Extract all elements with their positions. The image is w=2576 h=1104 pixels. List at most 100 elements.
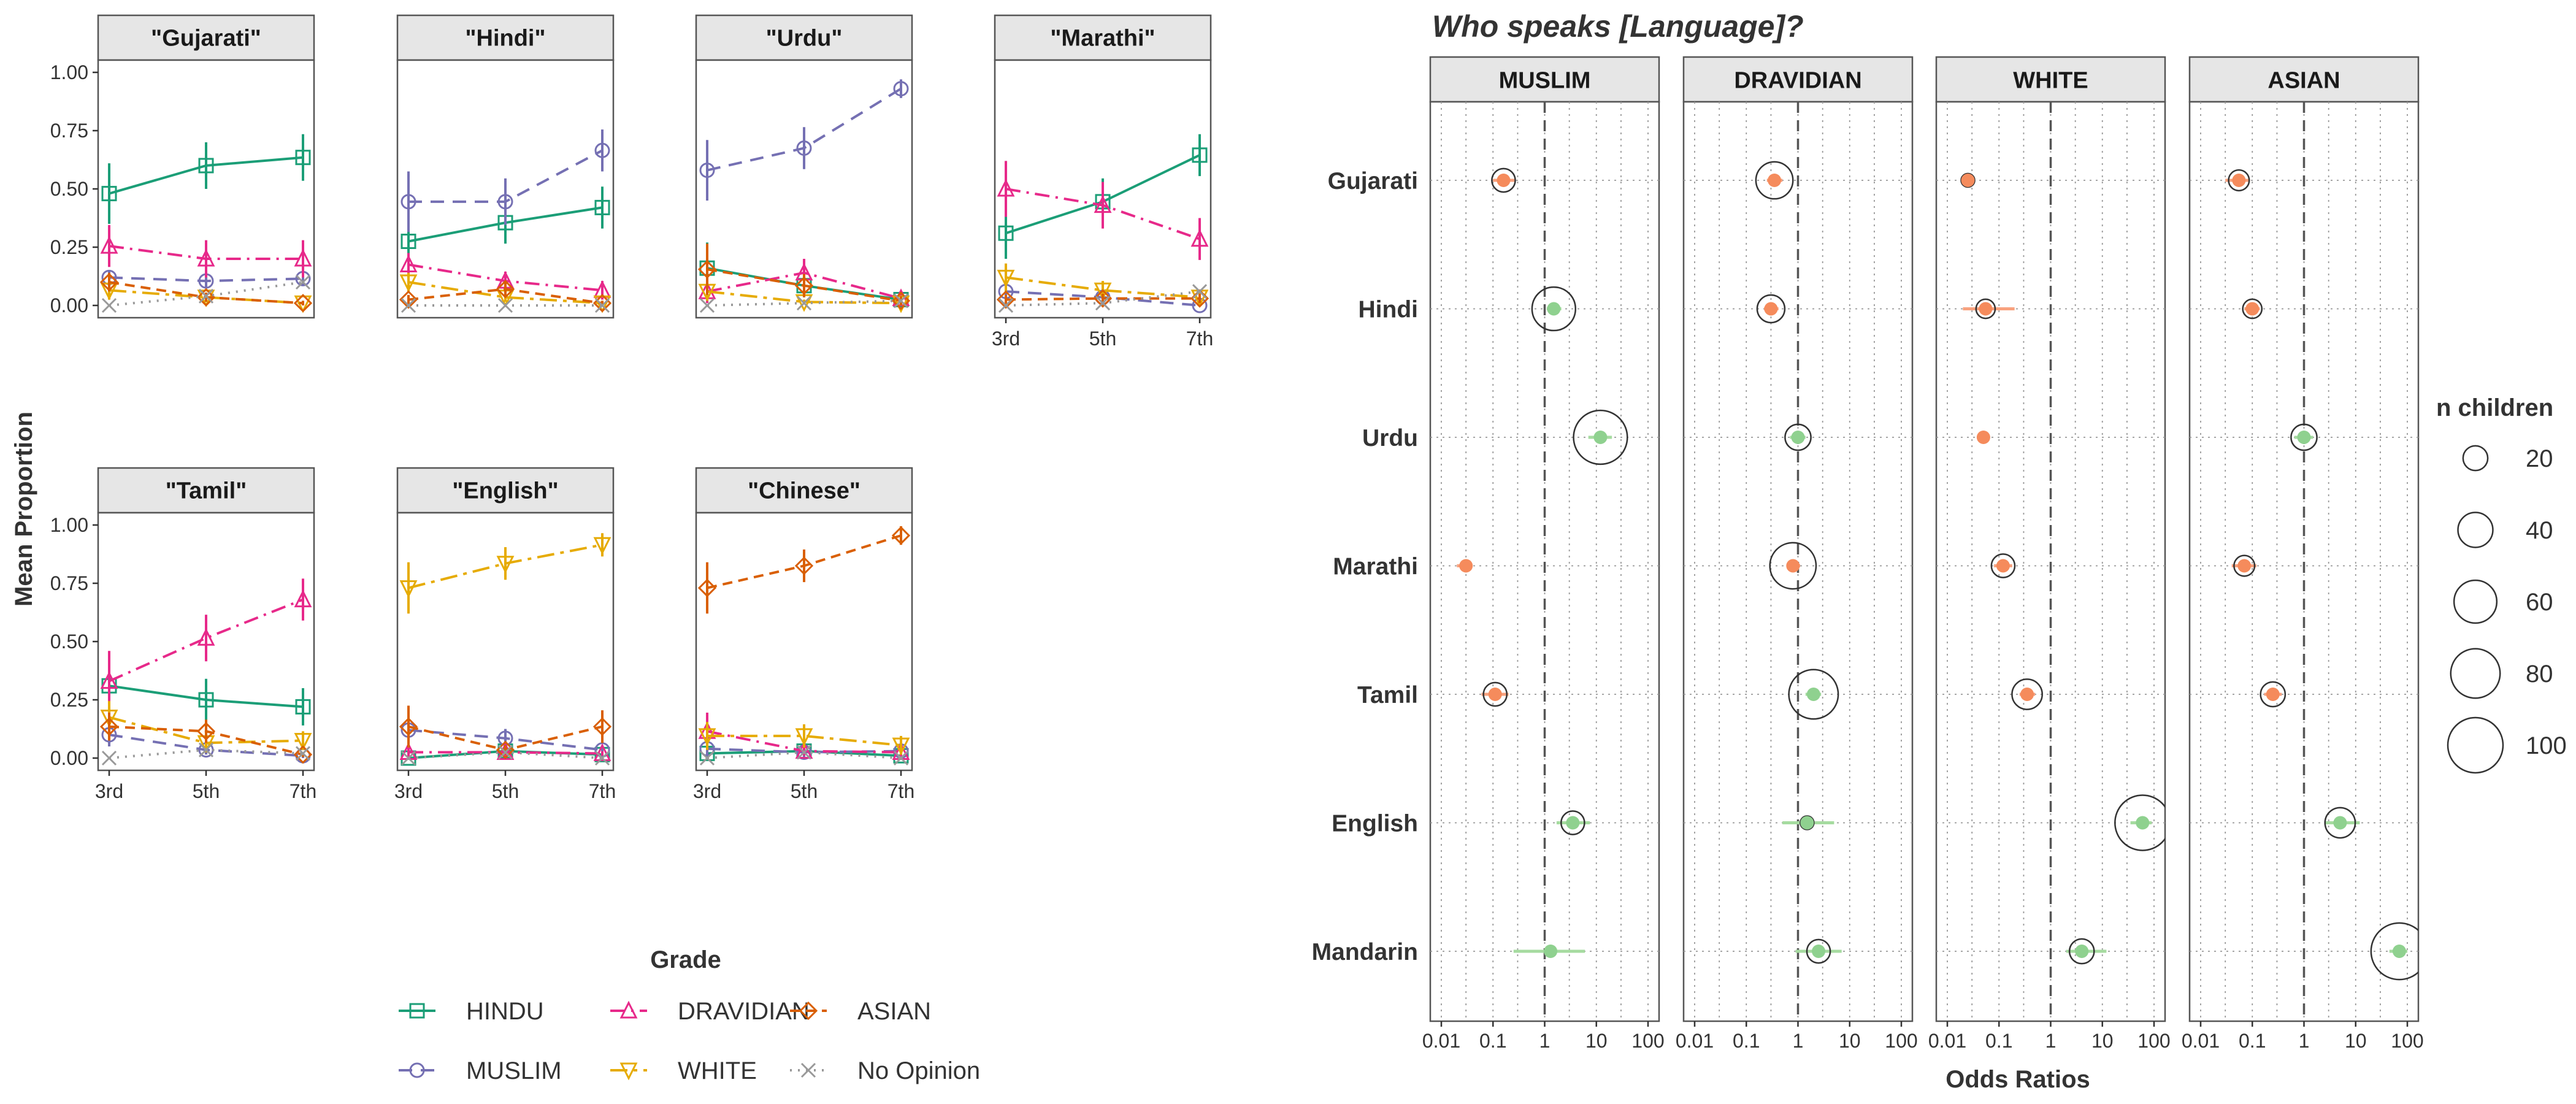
data-point (101, 186, 117, 202)
facet-strip (396, 467, 615, 514)
data-point (892, 737, 910, 756)
size-legend-label: 20 (2526, 445, 2553, 472)
points (1457, 167, 1628, 958)
facet-muslim: MUSLIM 0.01 0.1 1 10 100 (1422, 56, 1665, 1052)
x-tick-label: 0.01 (1928, 1030, 1966, 1052)
legend-item-hindu: HINDU (399, 998, 544, 1025)
y-tick-label: 1.00 (50, 61, 88, 83)
size-legend-key (2453, 579, 2498, 624)
x-tick-label: 0.01 (2182, 1030, 2220, 1052)
data-point (196, 288, 216, 307)
data-point (1544, 945, 1558, 958)
size-legend-label: 100 (2526, 732, 2567, 759)
data-point (497, 194, 513, 210)
x-tick-label: 0.1 (2239, 1030, 2266, 1052)
data-point (593, 537, 611, 555)
facet-label: "Hindi" (465, 26, 545, 52)
data-point (593, 743, 611, 761)
facet-label: "Marathi" (1050, 26, 1155, 52)
facet-marathi: "Marathi" 3rd 5th 7th (992, 14, 1213, 350)
facet-label: DRAVIDIAN (1734, 68, 1861, 94)
size-circle (2068, 938, 2095, 965)
data-point (796, 745, 812, 760)
y-tick-label: 0.50 (50, 178, 88, 200)
data-point (294, 589, 312, 608)
data-point (698, 728, 716, 746)
series-no-opinion (401, 745, 610, 766)
size-legend: n children 20 40 60 80 100 (2436, 394, 2567, 774)
size-circle (2370, 922, 2418, 981)
data-point (295, 699, 311, 715)
data-point (1996, 559, 2010, 573)
data-point (1593, 431, 1608, 444)
data-point (795, 728, 813, 746)
legend-key-marker (409, 1003, 425, 1019)
legend-key-marker (799, 1001, 818, 1021)
size-circle (2011, 678, 2043, 710)
size-circle (1800, 815, 1815, 830)
x-tick-label: 3rd (394, 780, 423, 802)
facet-tamil: "Tamil" 3rd 5th 7th 0.00 0.25 0.50 0.75 1.00 (50, 467, 316, 802)
data-point (697, 259, 717, 279)
series-asian (99, 712, 313, 764)
legend-key-marker (409, 1062, 425, 1078)
series-no-opinion (699, 745, 909, 766)
data-point (1786, 559, 1800, 573)
points (1960, 172, 2165, 965)
size-circle (1491, 167, 1516, 193)
data-point (2297, 431, 2311, 444)
size-circle (1975, 298, 1996, 320)
size-circle (1560, 810, 1585, 835)
data-point (1976, 431, 1990, 444)
x-tick-label: 1 (1539, 1030, 1551, 1052)
y-tick-label: 0.50 (50, 631, 88, 653)
data-point (796, 140, 812, 156)
size-circle (1960, 172, 1976, 188)
data-point (893, 293, 909, 309)
x-tick-label: 0.1 (1733, 1030, 1760, 1052)
data-point (100, 671, 118, 689)
y-tick-label: 0.25 (50, 236, 88, 258)
y-tick-label: 1.00 (50, 514, 88, 536)
series-no-opinion (101, 742, 311, 766)
data-point (497, 297, 513, 313)
data-point (293, 745, 313, 764)
series-white (399, 533, 611, 614)
odds-ratio-chart: Who speaks [Language]?GujaratiHindiUrduM… (1312, 9, 2567, 1093)
facet-chinese: "Chinese" 3rd 5th 7th (693, 467, 914, 802)
legend-key-marker (800, 1062, 816, 1078)
size-legend-key (2450, 648, 2501, 699)
data-point (1497, 174, 1511, 187)
size-legend-key (2457, 512, 2494, 548)
data-point (891, 291, 911, 310)
x-tick-label: 100 (2137, 1030, 2170, 1052)
data-point (2075, 945, 2089, 958)
facet-label: "Urdu" (766, 26, 843, 52)
data-point (1979, 302, 1993, 316)
data-point (794, 276, 814, 295)
data-point (198, 288, 214, 304)
data-point (2392, 945, 2406, 958)
data-point (295, 274, 311, 290)
legend-item-white: WHITE (610, 1057, 757, 1084)
size-circle (1806, 938, 1831, 964)
x-tick-label: 7th (1186, 328, 1213, 350)
size-circle (2324, 807, 2356, 839)
size-circle (1990, 553, 2016, 578)
data-point (795, 741, 813, 759)
facet-asian: ASIAN 0.01 0.1 1 10 100 (2182, 56, 2424, 1052)
y-axis-title: Mean Proportion (10, 412, 37, 607)
y-tick-label: 0.00 (50, 747, 88, 769)
size-circle (2114, 794, 2165, 851)
data-point (697, 578, 717, 597)
data-point (2136, 816, 2150, 830)
size-legend-key (2447, 716, 2504, 774)
points (1755, 161, 1842, 964)
series-dravidian (100, 578, 312, 711)
data-point (1566, 816, 1580, 830)
series-muslim (401, 129, 610, 232)
data-point (197, 627, 215, 646)
data-point (594, 142, 610, 158)
x-tick-label: 7th (589, 780, 616, 802)
x-tick-label: 3rd (693, 780, 721, 802)
